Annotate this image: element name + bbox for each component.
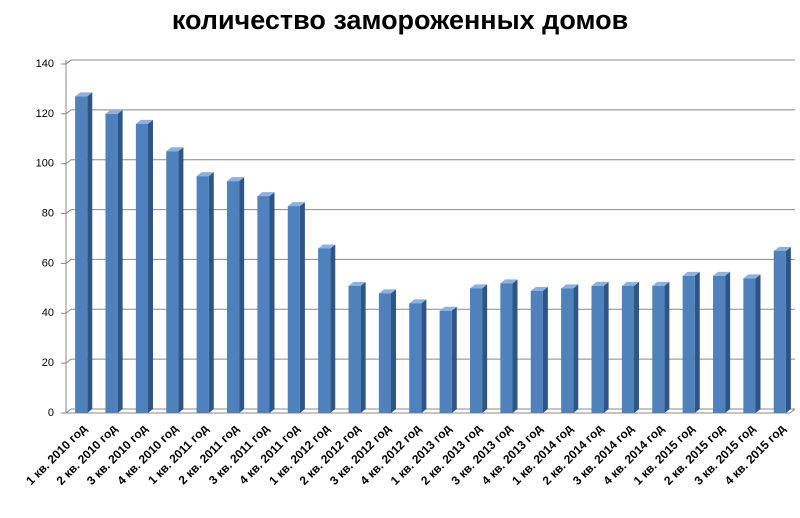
bar-side [87, 92, 93, 414]
bar-side [117, 109, 123, 413]
bar [378, 293, 392, 413]
bar-top [621, 281, 640, 286]
bar-side [755, 274, 761, 413]
bar-side [573, 284, 579, 413]
bar [591, 285, 604, 413]
grid-line [65, 408, 795, 414]
y-tick-label: 80 [42, 207, 54, 219]
bar-top [712, 271, 731, 276]
bar-side [542, 286, 548, 413]
bar-side [634, 281, 640, 413]
bar-top [743, 274, 761, 279]
bar [135, 123, 149, 413]
bar [500, 283, 513, 413]
y-tick-label: 0 [48, 407, 54, 419]
bar [682, 275, 695, 413]
bar-top [105, 109, 123, 114]
bar-side [664, 281, 670, 413]
bar-side [785, 246, 791, 413]
bar [621, 285, 635, 413]
bar-top [226, 177, 245, 182]
y-tick-label: 140 [36, 58, 54, 70]
grid-line [65, 308, 795, 314]
bar-top [773, 246, 791, 251]
bar-side [512, 279, 518, 413]
bar-side [391, 289, 397, 413]
bar-side [330, 244, 336, 413]
bar [652, 285, 665, 413]
bar-side [694, 271, 700, 413]
bar-top [530, 286, 548, 291]
chart-title: количество замороженных домов [172, 5, 628, 35]
bar-top [378, 289, 397, 294]
bar-top [439, 306, 457, 311]
grid-line [65, 358, 795, 364]
bar-top [287, 202, 305, 207]
bar [712, 275, 726, 413]
bar [469, 288, 483, 413]
bar [257, 196, 270, 413]
bar-top [469, 284, 488, 289]
grid-line [65, 159, 795, 165]
grid-line [65, 209, 795, 214]
grid-line [65, 59, 795, 65]
bar [439, 310, 452, 413]
bar-side [269, 192, 275, 413]
bar [348, 285, 361, 413]
bar [409, 303, 422, 413]
bar-side [451, 306, 457, 413]
bar [561, 288, 574, 413]
bar-top [561, 284, 579, 289]
bar [318, 248, 331, 413]
bar-side [299, 202, 305, 413]
bar-top [75, 92, 93, 97]
bar-top [318, 244, 336, 249]
bar-side [360, 281, 366, 413]
bar-side [603, 281, 609, 413]
bar [530, 290, 543, 413]
y-tick-label: 120 [36, 108, 54, 120]
bar [743, 278, 756, 413]
bar-side [725, 271, 731, 413]
bar-top [409, 299, 427, 304]
grid-line [65, 109, 795, 115]
bar [773, 250, 786, 413]
grid-line [65, 258, 795, 264]
bar [105, 113, 118, 413]
bar-top [348, 281, 366, 286]
bar-side [239, 177, 245, 413]
bar-top [682, 271, 700, 276]
bar [75, 96, 88, 414]
bar-top [166, 147, 184, 152]
bar-top [135, 119, 154, 124]
bar-top [257, 192, 275, 197]
bar-side [178, 147, 184, 413]
bar [196, 176, 209, 413]
bar [287, 206, 300, 413]
y-tick-label: 40 [42, 307, 54, 319]
y-tick-label: 20 [42, 357, 54, 369]
bar-side [208, 172, 214, 413]
bar-side [482, 284, 488, 413]
bar-side [148, 119, 154, 413]
y-tick-label: 100 [36, 158, 54, 170]
floor [66, 408, 796, 414]
bar-top [196, 172, 214, 177]
bar-side [421, 299, 427, 413]
bar-top [591, 281, 609, 286]
bar-top [652, 281, 670, 286]
y-tick-label: 60 [42, 257, 54, 269]
bar-top [500, 279, 518, 284]
bar [166, 151, 179, 413]
bar [226, 181, 240, 413]
